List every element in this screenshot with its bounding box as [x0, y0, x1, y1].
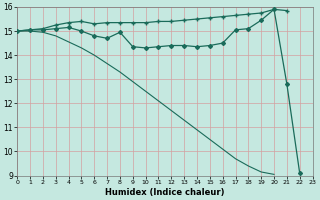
X-axis label: Humidex (Indice chaleur): Humidex (Indice chaleur): [105, 188, 225, 197]
